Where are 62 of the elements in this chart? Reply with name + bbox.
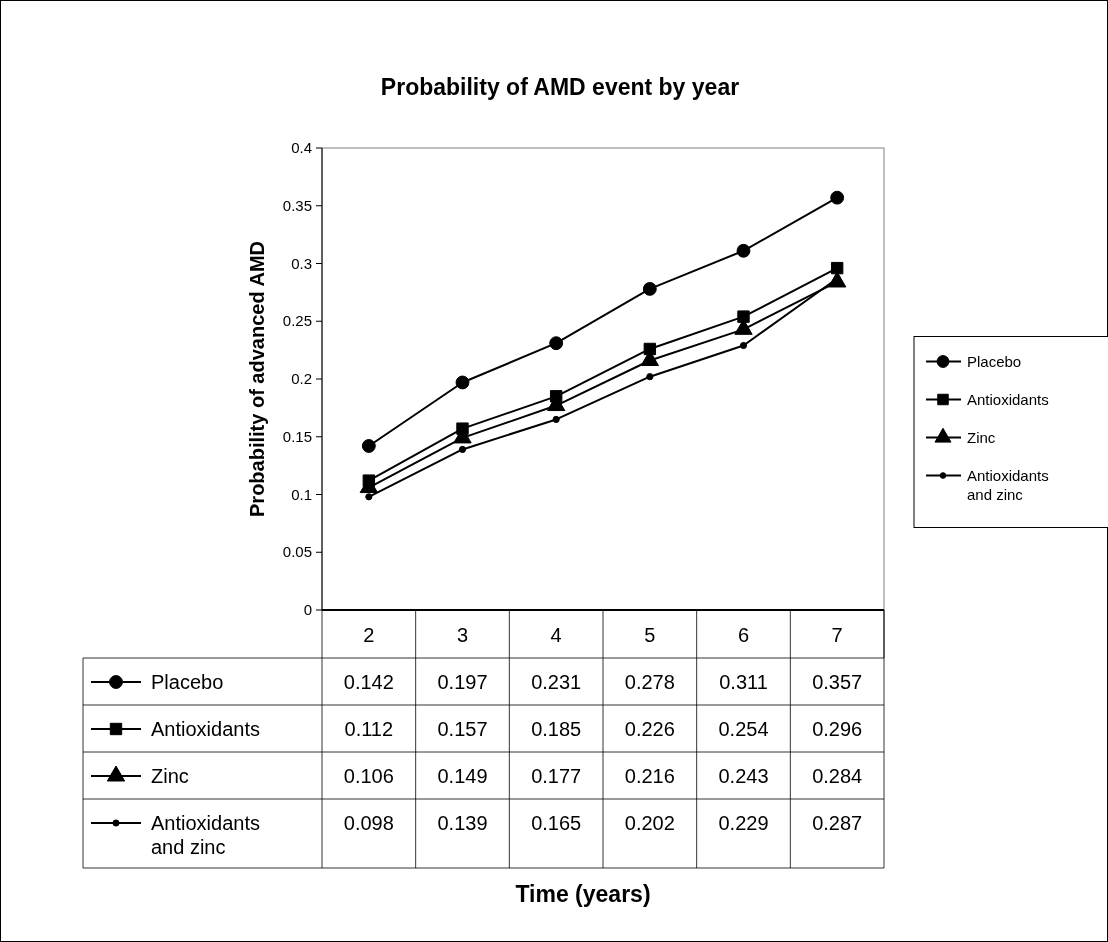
data-label: 0.177 [531,765,582,787]
point [361,439,376,453]
text: Zinc [151,765,189,787]
data-label: 0.284 [812,765,863,787]
y-tick-label: 0.35 [282,196,312,214]
x-tick-label: 6 [737,624,750,646]
data-label: 0.278 [624,671,675,693]
data-label: 0.216 [624,765,675,787]
y-tick-label: 0.05 [282,543,312,561]
y-tick-label: 0.3 [291,254,312,272]
point [458,445,467,454]
point [549,336,564,351]
point [739,341,748,350]
text: Antioxidants [151,718,260,740]
data-label: 0.185 [531,718,582,740]
data-label: 0.202 [624,812,675,834]
point [552,415,560,424]
point [830,261,844,275]
point [830,190,845,205]
data-label: 0.229 [718,812,769,834]
y-tick-label: 0.25 [282,312,312,330]
data-label: 0.165 [531,812,582,834]
data-label: 0.112 [344,718,394,740]
data-label: 0.157 [437,718,488,740]
x-tick-label: 3 [456,624,469,646]
x-tick-label: 4 [550,624,562,646]
point [736,243,751,258]
legend-label: Placebo [967,352,1022,370]
data-label: 0.311 [719,671,768,693]
text: Placebo [151,671,224,693]
data-label: 0.197 [437,671,488,693]
text: Time (years) [515,881,651,907]
data-label: 0.357 [812,671,863,693]
point [642,281,657,296]
data-label: 0.296 [812,718,863,740]
y-tick-label: 0.1 [291,485,312,503]
data-label: 0.226 [624,718,675,740]
data-label: 0.287 [812,812,863,834]
legend-label: Antioxidants [967,390,1049,408]
data-label: 0.098 [343,812,394,834]
y-tick-label: 0.2 [291,370,312,387]
y-axis-title: Probability of advanced AMD [246,241,268,517]
data-label: 0.142 [343,671,394,693]
point [646,373,654,381]
data-label: 0.139 [437,812,488,834]
y-tick-label: 0 [303,601,312,618]
data-label: 0.106 [343,765,394,787]
data-label: 0.243 [718,765,769,787]
data-label: 0.231 [531,671,582,693]
y-tick-label: 0.4 [291,139,312,156]
point [455,375,470,390]
data-label: 0.254 [718,718,769,740]
x-tick-label: 7 [831,624,843,646]
x-tick-label: 5 [644,624,656,646]
chart-title: Probability of AMD event by year [380,74,740,100]
legend-label: Zinc [967,428,996,446]
y-tick-label: 0.15 [282,427,312,445]
data-label: 0.149 [437,765,488,787]
x-tick-label: 2 [363,624,375,646]
text: Antioxidants and zinc [151,812,260,858]
point [365,493,373,501]
legend-label: Antioxidants and zinc [967,466,1049,503]
